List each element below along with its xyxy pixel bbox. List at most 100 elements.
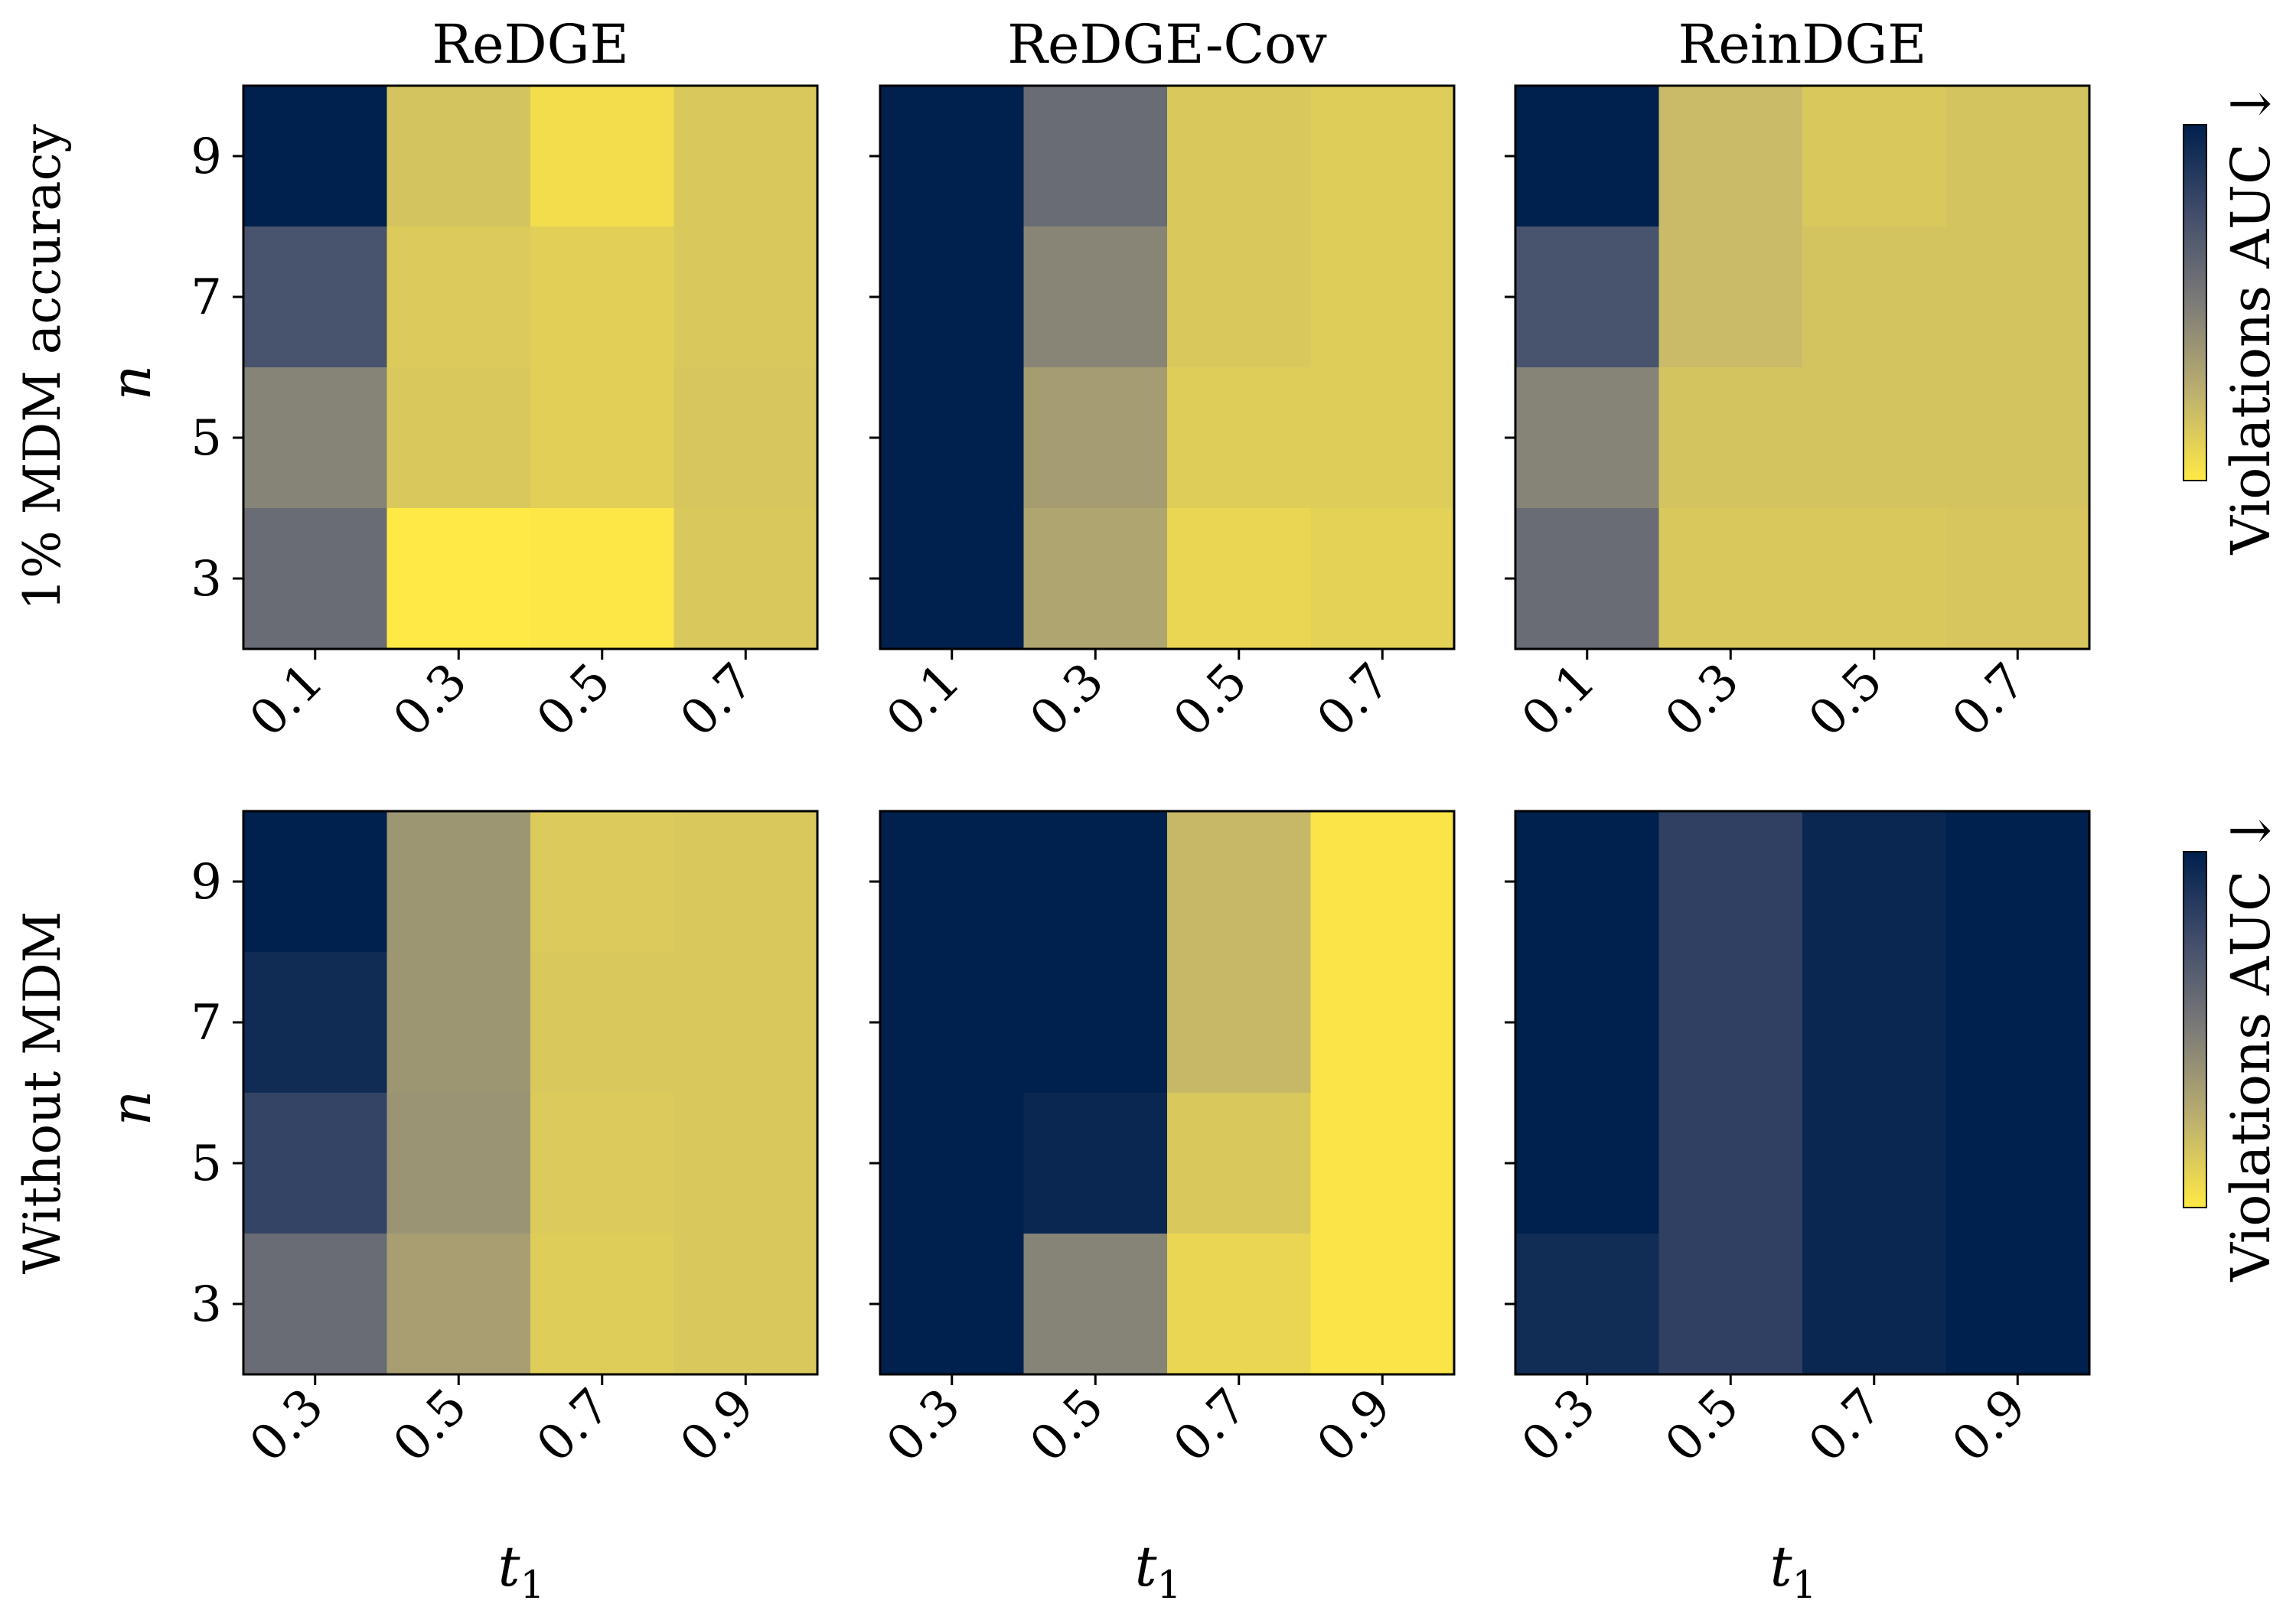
heatmap-cell [1515, 952, 1660, 1094]
heatmap-cell [243, 227, 388, 368]
heatmap-cell [1945, 952, 2090, 1094]
heatmap-cell [530, 86, 675, 227]
heatmap-cell [673, 367, 818, 509]
heatmap-cell [530, 508, 675, 650]
heatmap-cell [880, 811, 1025, 953]
heatmap-panel: 0.1 0.3 0.5 0.7 ReDGE-Cov [869, 13, 1456, 748]
heatmap-cell [1802, 1234, 1947, 1375]
heatmap-cell [1167, 86, 1312, 227]
panel-frame [1514, 810, 2091, 1376]
heatmap-panel: 0.3 0.5 0.7 0.9 t1 [1505, 810, 2091, 1607]
heatmap-cell [1802, 811, 1947, 953]
heatmap-cell [1802, 1093, 1947, 1234]
heatmap-cell [1023, 367, 1168, 509]
x-tick-label: 0.7 [527, 1378, 621, 1473]
heatmap-cell [880, 1093, 1025, 1234]
y-tick-label: 9 [191, 129, 222, 185]
heatmap-cell [1167, 1093, 1312, 1234]
colorbars: Violations AUC ↓ Violations AUC ↓ [2183, 82, 2282, 1283]
heatmap-cell [386, 227, 531, 368]
heatmap-cell [1515, 1093, 1660, 1234]
heatmap-cell [1945, 86, 2090, 227]
heatmap-cell [243, 811, 388, 953]
heatmap-cell [243, 508, 388, 650]
heatmap-cell [1945, 508, 2090, 650]
x-tick-label: 0.7 [1306, 653, 1401, 748]
heatmap-cell [1310, 1234, 1455, 1375]
x-tick-label: 0.3 [1512, 1378, 1606, 1473]
heatmap-cell [1167, 367, 1312, 509]
heatmap-cell [880, 86, 1025, 227]
x-tick-label: 0.3 [240, 1378, 334, 1473]
panel-frame [242, 84, 819, 650]
heatmap-cell [1945, 227, 2090, 368]
panel-frame [242, 810, 819, 1376]
x-tick-label: 0.5 [1655, 1378, 1750, 1473]
x-axis-label: t1 [1135, 1534, 1182, 1607]
panel-title: ReDGE [432, 13, 628, 76]
x-tick-label: 0.3 [1655, 653, 1750, 748]
heatmap-cell [1802, 952, 1947, 1094]
panel-frame [879, 84, 1456, 650]
x-tick-label: 0.9 [1306, 1378, 1401, 1473]
heatmap-cell [1310, 508, 1455, 650]
heatmap-cell [1802, 367, 1947, 509]
heatmap-cell [1658, 1093, 1803, 1234]
heatmap-cell [243, 1234, 388, 1375]
colorbar-label: Violations AUC ↓ [2219, 809, 2282, 1283]
heatmap-cell [1310, 952, 1455, 1094]
heatmap-cell [1802, 508, 1947, 650]
heatmap-cell [243, 86, 388, 227]
heatmap-cell [1515, 1234, 1660, 1375]
heatmap-cell [1023, 811, 1168, 953]
heatmap-cell [530, 952, 675, 1094]
heatmap-cell [673, 86, 818, 227]
x-tick-label: 0.5 [527, 653, 621, 748]
heatmap-cell [1515, 86, 1660, 227]
heatmap-cell [243, 952, 388, 1094]
row-label: Without MDM [13, 911, 72, 1275]
x-tick-label: 0.5 [383, 1378, 478, 1473]
heatmap-cell [1023, 86, 1168, 227]
heatmap-cell [1658, 227, 1803, 368]
heatmap-cell [1658, 952, 1803, 1094]
heatmap-cell [386, 508, 531, 650]
y-axis-label: n [99, 365, 163, 400]
heatmap-cell [1945, 367, 2090, 509]
x-tick-label: 0.3 [1019, 653, 1114, 748]
x-axis-label: t1 [498, 1534, 545, 1607]
y-tick-label: 7 [191, 995, 222, 1051]
heatmap-cell [1023, 1093, 1168, 1234]
x-tick-label: 0.7 [1799, 1378, 1893, 1473]
heatmap-cell [1023, 508, 1168, 650]
heatmap-cell [386, 811, 531, 953]
heatmap-cell [1167, 811, 1312, 953]
heatmap-cell [673, 811, 818, 953]
y-axis-label: n [99, 1090, 163, 1126]
heatmap-cell [673, 227, 818, 368]
x-tick-label: 0.5 [1799, 653, 1893, 748]
heatmap-cell [1658, 86, 1803, 227]
panel-frame [879, 810, 1456, 1376]
heatmap-cell [1515, 811, 1660, 953]
heatmap-panel: 9 7 5 3 0.3 0.5 0.7 0.9 t1 [191, 810, 819, 1607]
y-tick-label: 3 [191, 551, 222, 608]
heatmap-panel: 9 7 5 3 0.1 0.3 0.5 0.7 ReDGE [191, 13, 819, 748]
colorbar-label: Violations AUC ↓ [2219, 82, 2282, 556]
row-label: 1% MDM accuracy [13, 123, 72, 610]
heatmap-cell [1802, 227, 1947, 368]
heatmap-cell [386, 952, 531, 1094]
heatmap-cell [673, 952, 818, 1094]
heatmap-cell [1023, 227, 1168, 368]
colorbar [2183, 851, 2207, 1208]
x-tick-label: 0.9 [670, 1378, 765, 1473]
heatmap-cell [530, 811, 675, 953]
y-tick-label: 9 [191, 854, 222, 911]
heatmap-cell [673, 508, 818, 650]
panel-frame [1514, 84, 2091, 650]
heatmap-cell [1023, 1234, 1168, 1375]
heatmap-cell [1658, 508, 1803, 650]
heatmap-cell [1310, 227, 1455, 368]
heatmap-cell [1167, 508, 1312, 650]
